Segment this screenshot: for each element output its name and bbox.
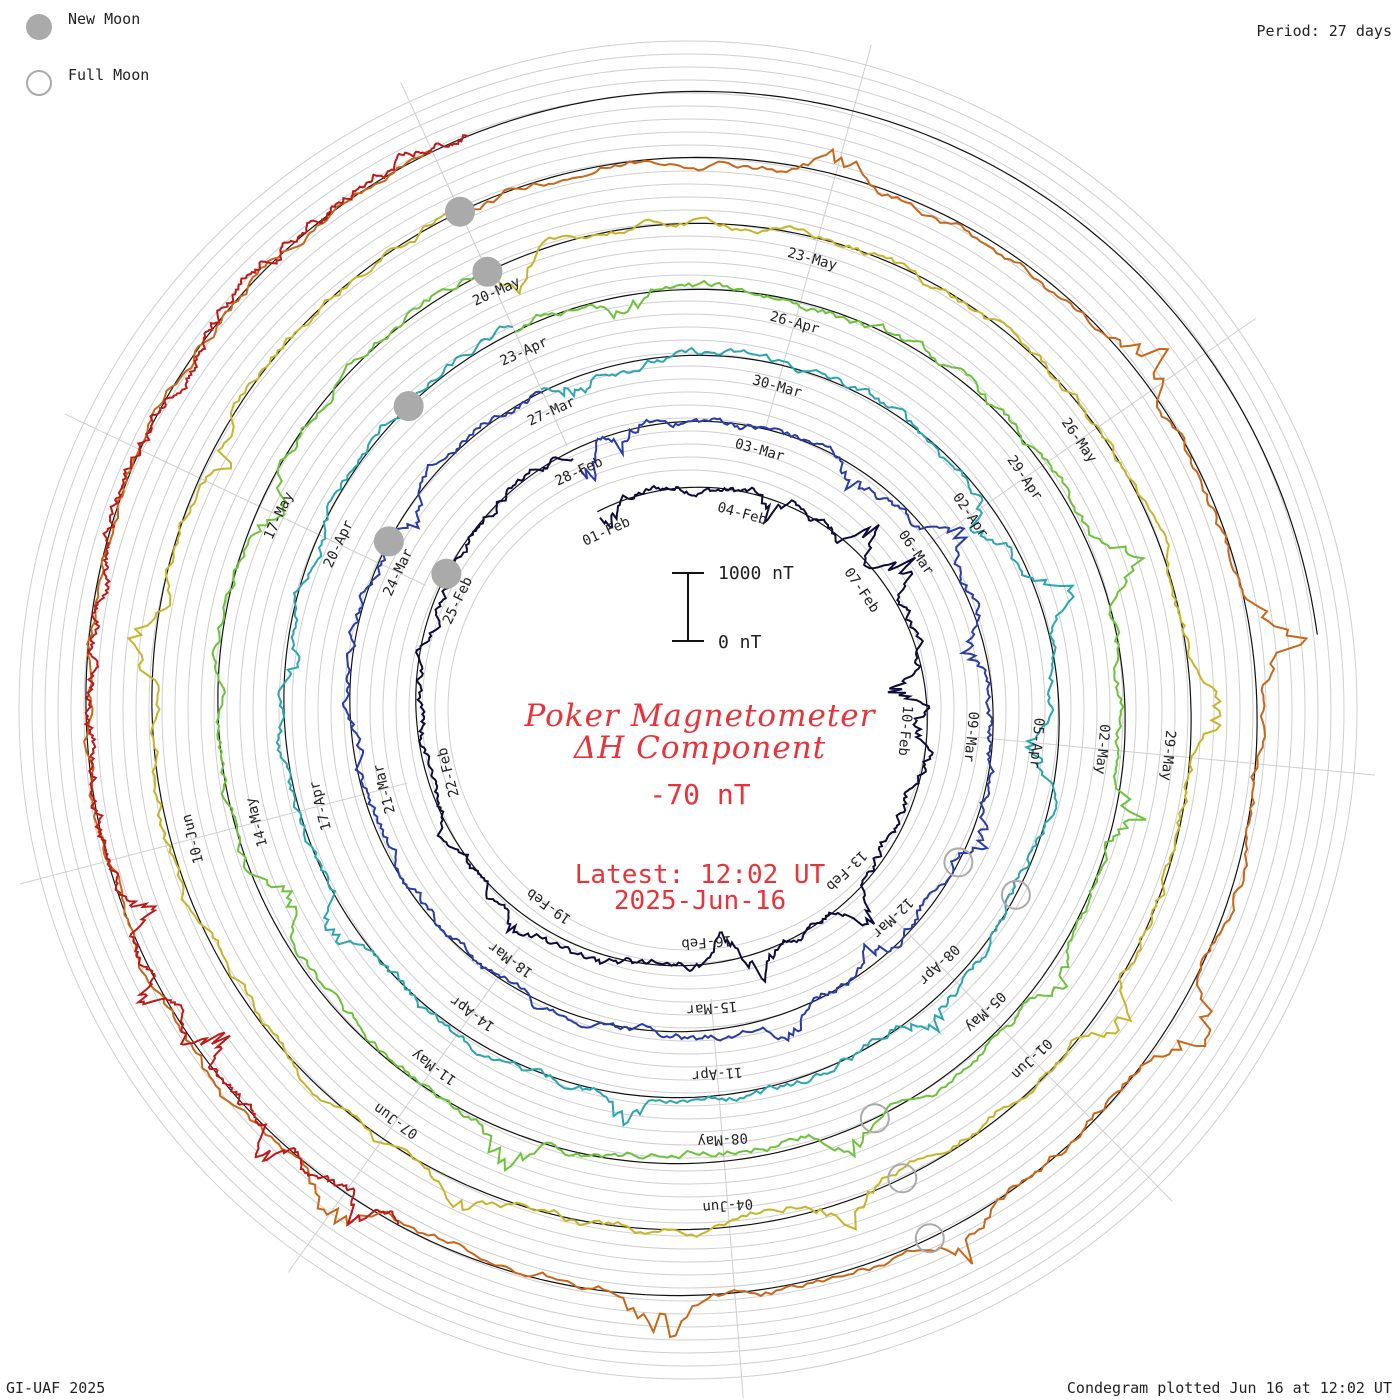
date-label: 04-Jun xyxy=(702,1195,754,1215)
legend-new-moon-label: New Moon xyxy=(68,10,141,28)
date-label: 23-May xyxy=(786,245,839,274)
date-label: 29-May xyxy=(1158,730,1179,782)
series-trace-2025-Feb-28 xyxy=(341,390,995,1043)
latest-time: Latest: 12:02 UT xyxy=(574,860,826,890)
grid-ring xyxy=(187,209,1189,1211)
date-label: 11-Apr xyxy=(691,1063,743,1083)
date-label: 17-May xyxy=(261,489,297,542)
grid-spoke xyxy=(64,413,427,587)
date-label: 10-Feb xyxy=(895,705,916,757)
date-label: 01-Feb xyxy=(580,514,633,550)
chart-title: Poker Magnetometer xyxy=(524,698,876,734)
date-label: 15-Mar xyxy=(686,998,738,1018)
grid-ring xyxy=(265,287,1111,1133)
grid-ring xyxy=(213,235,1163,1185)
date-label: 30-Mar xyxy=(751,372,804,401)
grid-ring xyxy=(31,53,1345,1367)
grid-ring xyxy=(434,456,942,964)
moon-markers xyxy=(373,196,1031,1254)
credit-label: GI-UAF 2025 xyxy=(6,1379,106,1397)
grid-ring xyxy=(356,378,1020,1042)
grid-spoke xyxy=(710,999,744,1398)
full-moon-marker xyxy=(1000,879,1031,910)
scale-bottom-label: 0 nT xyxy=(718,632,762,653)
grid-ring xyxy=(174,196,1202,1224)
grid-rings xyxy=(18,40,1358,1380)
new-moon-marker xyxy=(393,391,424,422)
full-moon-marker xyxy=(943,847,974,878)
date-label: 20-Apr xyxy=(321,518,357,571)
current-value: -70 nT xyxy=(649,778,751,811)
full-moon-marker xyxy=(887,1163,918,1194)
date-label: 08-May xyxy=(697,1129,749,1149)
grid-ring xyxy=(252,274,1124,1146)
date-label: 02-May xyxy=(1092,723,1113,775)
grid-ring xyxy=(395,417,981,1003)
grid-spoke xyxy=(891,916,1173,1202)
grid-spoke xyxy=(287,946,521,1273)
grid-ring xyxy=(330,352,1046,1068)
legend-full-moon-label: Full Moon xyxy=(68,66,150,84)
series-layer xyxy=(83,134,1309,1339)
grid-ring xyxy=(122,144,1254,1276)
grid-ring xyxy=(109,131,1267,1289)
date-label: 09-Mar xyxy=(960,711,981,763)
date-label: 05-Apr xyxy=(1026,717,1047,769)
grid-ring xyxy=(278,300,1098,1120)
legend-full-moon: Full Moon xyxy=(26,66,149,96)
new-moon-icon xyxy=(26,14,52,40)
date-label: 16-Feb xyxy=(681,932,733,952)
new-moon-marker xyxy=(444,196,475,227)
grid-ring xyxy=(96,118,1280,1302)
grid-ring xyxy=(317,339,1059,1081)
grid-ring xyxy=(18,40,1358,1380)
grid-ring xyxy=(304,326,1072,1094)
date-label: 04-Feb xyxy=(716,500,769,529)
full-moon-icon xyxy=(26,70,52,96)
grid-ring xyxy=(421,443,955,977)
legend-new-moon: New Moon xyxy=(26,10,140,40)
grid-ring xyxy=(44,66,1332,1354)
grid-ring xyxy=(148,170,1228,1250)
full-moon-marker xyxy=(859,1103,890,1134)
grid-ring xyxy=(70,92,1306,1328)
series-trace-2025-Mar-27 xyxy=(275,324,1075,1127)
grid-ring xyxy=(369,391,1007,1029)
grid-spoke xyxy=(20,782,408,885)
full-moon-marker xyxy=(914,1223,945,1254)
scale-top-label: 1000 nT xyxy=(718,563,794,584)
grid-ring xyxy=(291,313,1085,1107)
series-trace-2025-Apr-23 xyxy=(211,266,1147,1172)
grid-spoke xyxy=(926,317,1257,546)
grid-ring xyxy=(239,261,1137,1159)
latest-date: 2025-Jun-16 xyxy=(613,886,787,916)
plotted-timestamp: Condegram plotted Jun 16 at 12:02 UT xyxy=(1066,1379,1392,1397)
scale-bar xyxy=(672,572,704,642)
grid-ring xyxy=(408,430,968,990)
baseline-spiral xyxy=(85,90,1318,1297)
baseline-spiral-path xyxy=(85,90,1318,1297)
grid-ring xyxy=(226,248,1150,1172)
grid-ring xyxy=(343,365,1033,1055)
period-label: Period: 27 days xyxy=(1256,22,1392,40)
series-trace-2025-May-20 xyxy=(126,210,1223,1238)
date-label: 27-Mar xyxy=(525,394,578,430)
grid-ring xyxy=(57,79,1319,1341)
series-trace-2025-Jun-07 xyxy=(83,134,469,1227)
new-moon-marker xyxy=(472,256,503,287)
series-trace-2025-Feb-01 xyxy=(415,456,934,984)
new-moon-marker xyxy=(431,558,462,589)
date-label: 26-Apr xyxy=(768,309,821,338)
grid-spoke xyxy=(976,736,1375,776)
new-moon-marker xyxy=(373,526,404,557)
chart-subtitle: ΔH Component xyxy=(573,730,827,766)
